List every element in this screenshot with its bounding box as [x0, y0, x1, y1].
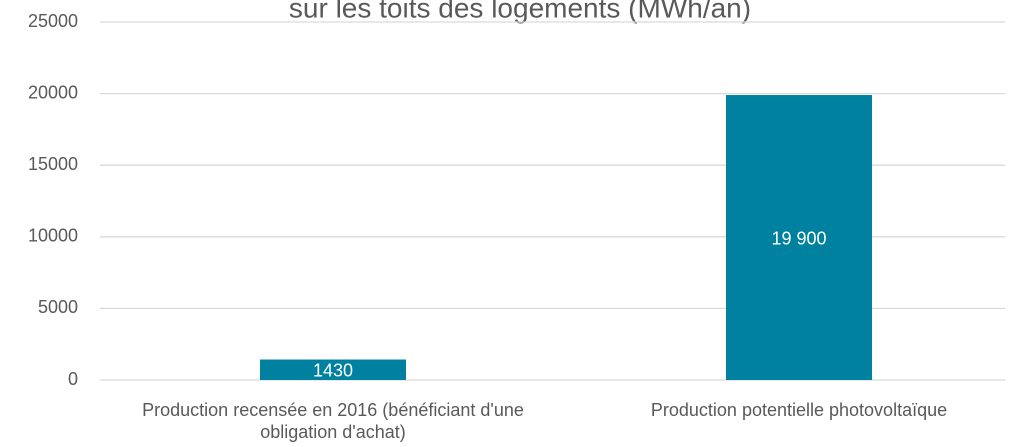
x-tick-label: Production potentielle photovoltaïque [650, 400, 948, 420]
y-tick-label: 15000 [28, 154, 78, 174]
value-label: 19 900 [771, 228, 826, 248]
y-tick-label: 25000 [28, 11, 78, 31]
y-tick-label: 5000 [38, 297, 78, 317]
y-tick-label: 0 [68, 369, 78, 389]
chart-title: sur les toits des logements (MWh/an) [289, 0, 751, 23]
bar [260, 359, 406, 380]
x-tick-label: Production recensée en 2016 (bénéficiant… [142, 400, 524, 442]
value-label: 1430 [313, 361, 353, 381]
bar [726, 95, 872, 381]
y-tick-label: 20000 [28, 82, 78, 102]
y-tick-label: 10000 [28, 226, 78, 246]
